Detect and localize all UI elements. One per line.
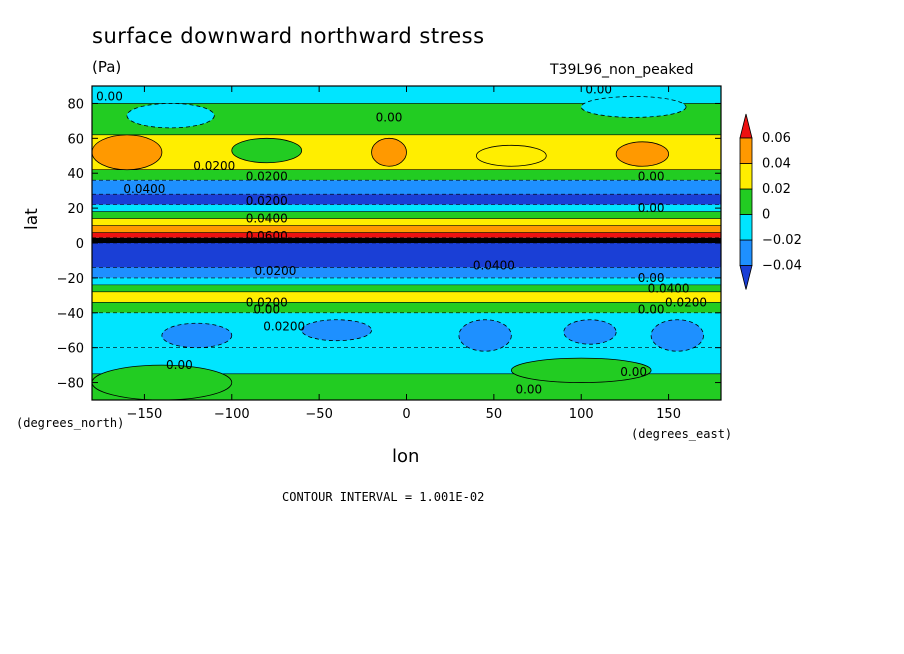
contour-label-14: 0.0400 (648, 281, 690, 295)
run-label: T39L96_non_peaked (550, 62, 694, 78)
colorbar: −0.04 −0.02 0 0.02 0.04 0.06 (739, 113, 802, 290)
colorbar-label-4: 0.04 (762, 157, 791, 172)
contour-cell-8 (301, 319, 372, 342)
contour-cell-10 (563, 319, 617, 345)
colorbar-segment-3 (739, 188, 753, 215)
contour-label-3: 0.0200 (193, 159, 235, 173)
y-tick-label-5: −20 (57, 272, 84, 287)
zonal-band-14 (92, 277, 721, 285)
contour-label-5: 0.0200 (246, 170, 288, 184)
y-axis-units: (degrees_north) (16, 416, 125, 430)
y-tick-label-7: −60 (57, 342, 84, 357)
y-tick-label-3: 20 (67, 202, 84, 217)
colorbar-segment-5 (739, 137, 753, 164)
contour-label-15: 0.0200 (665, 295, 707, 309)
colorbar-segment-4 (739, 163, 753, 190)
contour-label-22: 0.00 (515, 383, 542, 397)
x-tick-label-0: −150 (127, 407, 163, 422)
contour-label-4: 0.0400 (123, 182, 165, 196)
zonal-band-8 (92, 218, 721, 226)
zonal-band-6 (92, 204, 721, 212)
contour-label-19: 0.0200 (263, 320, 305, 334)
y-tick-label-2: 40 (67, 167, 84, 182)
contour-label-8: 0.0400 (246, 212, 288, 226)
zonal-band-16 (92, 291, 721, 303)
zonal-band-3 (92, 169, 721, 181)
colorbar-label-3: 0.02 (762, 182, 791, 197)
contour-label-9: 0.0200 (246, 194, 288, 208)
colorbar-segment-2 (739, 214, 753, 241)
zonal-band-9 (92, 225, 721, 233)
contour-cell-11 (650, 319, 704, 352)
y-tick-label-0: 80 (67, 97, 84, 112)
zonal-band-11 (92, 237, 721, 243)
colorbar-label-5: 0.06 (762, 131, 791, 146)
zonal-band-0 (92, 86, 721, 104)
y-tick-label-1: 60 (67, 132, 84, 147)
contour-label-18: 0.00 (253, 302, 280, 316)
chart-title: surface downward northward stress (92, 24, 485, 48)
x-tick-label-2: −50 (305, 407, 332, 422)
colorbar-bottom-arrow (739, 265, 753, 290)
contour-cell-0 (92, 134, 163, 171)
contour-label-21: 0.00 (620, 365, 647, 379)
zonal-band-15 (92, 284, 721, 292)
zonal-band-13 (92, 267, 721, 278)
contour-cell-2 (475, 144, 547, 167)
contour-label-7: 0.00 (638, 201, 665, 215)
zonal-band-7 (92, 211, 721, 219)
contour-cell-13 (92, 364, 233, 400)
colorbar-label-0: −0.04 (762, 259, 802, 274)
contour-label-1: 0.00 (376, 110, 403, 124)
contour-cell-12 (510, 357, 652, 383)
contour-label-2: 0.00 (585, 82, 612, 96)
colorbar-top-arrow (739, 113, 753, 139)
contour-cell-9 (458, 319, 512, 352)
colorbar-label-1: −0.02 (762, 233, 802, 248)
chart-units: (Pa) (92, 58, 122, 76)
x-tick-label-1: −100 (214, 407, 250, 422)
y-tick-label-4: 0 (76, 237, 84, 252)
plot-fill (92, 86, 721, 400)
contour-cell-3 (615, 141, 669, 167)
colorbar-segment-1 (739, 239, 753, 266)
x-axis-units: (degrees_east) (631, 427, 733, 441)
contour-label-13: 0.00 (638, 271, 665, 285)
contour-cell-5 (126, 103, 215, 129)
zonal-band-4 (92, 180, 721, 195)
x-tick-label-5: 100 (569, 407, 594, 422)
contour-label-0: 0.00 (96, 89, 123, 103)
contour-cell-7 (161, 322, 233, 349)
contour-interval: CONTOUR INTERVAL = 1.001E-02 (282, 490, 485, 504)
x-tick-label-3: 0 (402, 407, 410, 422)
contour-label-12: 0.0400 (473, 259, 515, 273)
y-tick-label-8: −80 (57, 377, 84, 392)
contour-label-17: 0.0200 (246, 295, 288, 309)
contour-cell-6 (580, 96, 687, 118)
axes: −150 −100 −50 0 50 100 150 80 60 40 20 0 −20 −40 −60 −8… (57, 86, 721, 422)
colorbar-label-2: 0 (762, 208, 770, 223)
contour-label-20: 0.00 (166, 358, 193, 372)
y-tick-label-6: −40 (57, 307, 84, 322)
x-tick-label-4: 50 (486, 407, 503, 422)
zonal-band-10 (92, 232, 721, 238)
contour-cell-4 (231, 137, 303, 164)
zonal-band-17 (92, 302, 721, 313)
contour-label-6: 0.00 (638, 170, 665, 184)
contour-cell-1 (371, 137, 407, 167)
contour-label-10: 0.0600 (246, 229, 288, 243)
zonal-band-12 (92, 243, 721, 268)
contour-label-11: 0.0200 (254, 264, 296, 278)
zonal-band-5 (92, 194, 721, 205)
x-tick-label-6: 150 (656, 407, 681, 422)
contour-label-16: 0.00 (638, 302, 665, 316)
x-axis-label: lon (392, 446, 420, 467)
